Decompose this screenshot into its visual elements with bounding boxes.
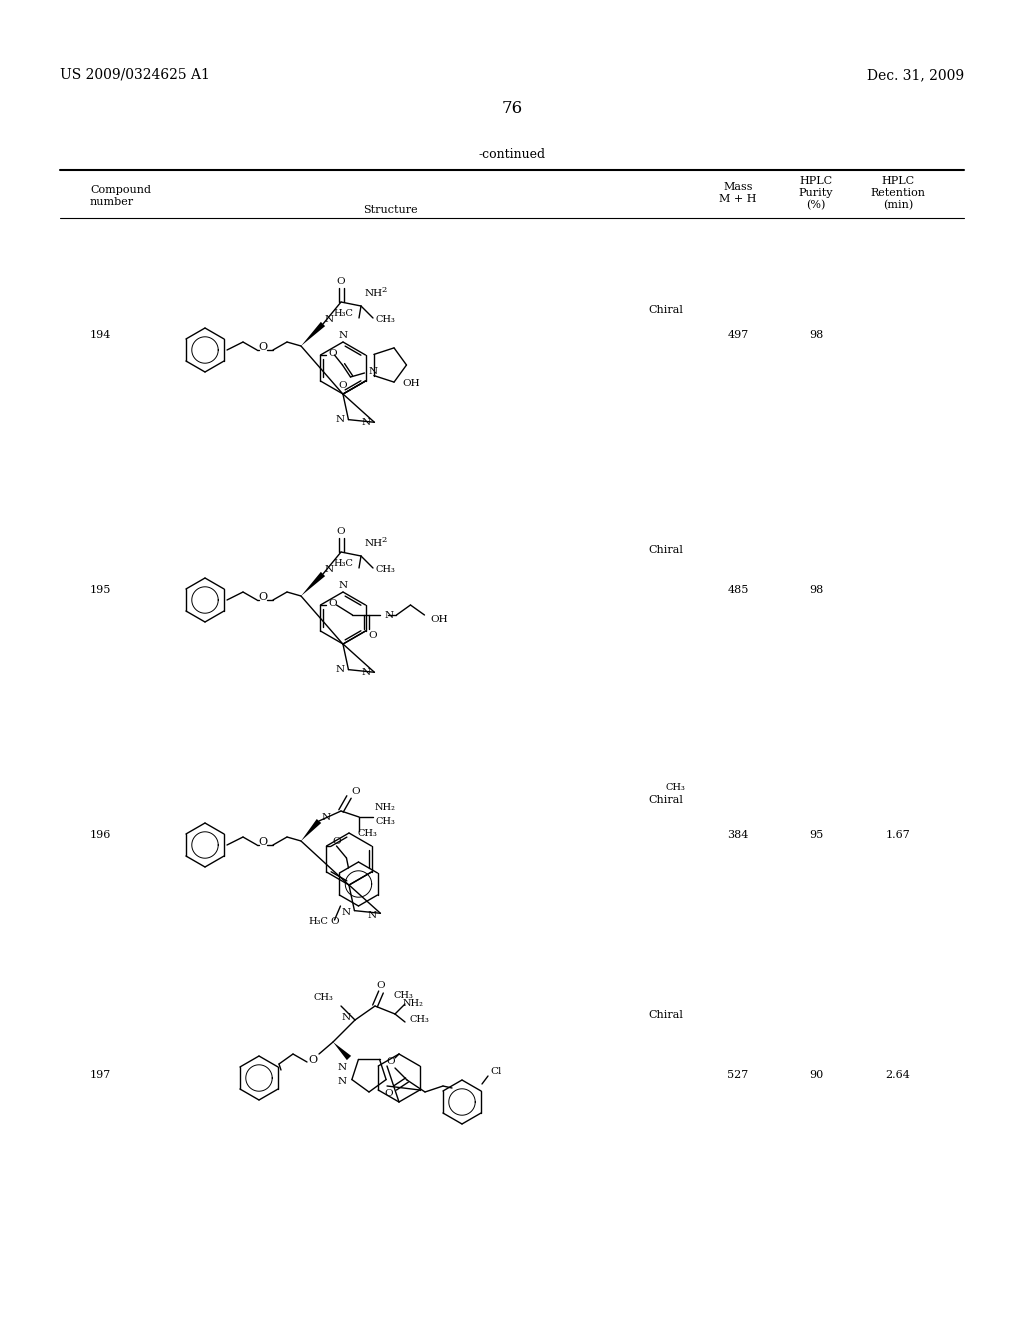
Text: N: N bbox=[335, 665, 344, 675]
Text: 384: 384 bbox=[727, 830, 749, 840]
Text: Chiral: Chiral bbox=[648, 795, 683, 805]
Text: CH₃: CH₃ bbox=[375, 817, 395, 825]
Text: O: O bbox=[385, 1089, 393, 1098]
Text: Chiral: Chiral bbox=[648, 545, 683, 554]
Text: 527: 527 bbox=[727, 1071, 749, 1080]
Text: H₃C: H₃C bbox=[333, 309, 353, 318]
Text: N: N bbox=[335, 414, 344, 424]
Text: OH: OH bbox=[402, 379, 420, 388]
Text: O: O bbox=[258, 342, 267, 352]
Text: Purity: Purity bbox=[799, 187, 834, 198]
Text: O: O bbox=[337, 277, 345, 286]
Text: N: N bbox=[341, 908, 350, 917]
Text: CH₃: CH₃ bbox=[665, 784, 685, 792]
Text: O: O bbox=[337, 528, 345, 536]
Text: Mass: Mass bbox=[723, 182, 753, 191]
Text: Compound: Compound bbox=[90, 185, 151, 195]
Text: O: O bbox=[369, 631, 377, 639]
Text: US 2009/0324625 A1: US 2009/0324625 A1 bbox=[60, 69, 210, 82]
Text: Retention: Retention bbox=[870, 187, 926, 198]
Text: HPLC: HPLC bbox=[882, 176, 914, 186]
Text: N: N bbox=[325, 565, 334, 574]
Text: N: N bbox=[338, 1064, 347, 1072]
Text: Chiral: Chiral bbox=[648, 1010, 683, 1020]
Text: CH₃: CH₃ bbox=[375, 565, 395, 574]
Text: 497: 497 bbox=[727, 330, 749, 341]
Text: 2: 2 bbox=[381, 286, 386, 294]
Text: CH₃: CH₃ bbox=[409, 1015, 429, 1024]
Text: 195: 195 bbox=[90, 585, 112, 595]
Text: 95: 95 bbox=[809, 830, 823, 840]
Text: OH: OH bbox=[430, 615, 449, 623]
Text: Dec. 31, 2009: Dec. 31, 2009 bbox=[867, 69, 964, 82]
Text: O: O bbox=[351, 787, 359, 796]
Text: NH: NH bbox=[365, 540, 383, 549]
Text: O: O bbox=[387, 1057, 395, 1067]
Text: N: N bbox=[339, 582, 347, 590]
Text: 197: 197 bbox=[90, 1071, 112, 1080]
Text: NH: NH bbox=[365, 289, 383, 298]
Text: Structure: Structure bbox=[362, 205, 418, 215]
Text: -continued: -continued bbox=[478, 148, 546, 161]
Text: N: N bbox=[369, 367, 378, 376]
Text: 98: 98 bbox=[809, 585, 823, 595]
Text: CH₃: CH₃ bbox=[313, 994, 333, 1002]
Text: N: N bbox=[361, 668, 371, 677]
Text: 2.64: 2.64 bbox=[886, 1071, 910, 1080]
Text: N: N bbox=[368, 911, 377, 920]
Text: Chiral: Chiral bbox=[648, 305, 683, 315]
Polygon shape bbox=[333, 1041, 351, 1060]
Text: NH₂: NH₂ bbox=[375, 803, 396, 812]
Text: CH₃: CH₃ bbox=[375, 315, 395, 325]
Text: O: O bbox=[329, 598, 337, 607]
Text: 90: 90 bbox=[809, 1071, 823, 1080]
Text: N: N bbox=[339, 331, 347, 341]
Text: 194: 194 bbox=[90, 330, 112, 341]
Text: 196: 196 bbox=[90, 830, 112, 840]
Text: (min): (min) bbox=[883, 201, 913, 210]
Text: O: O bbox=[258, 837, 267, 847]
Text: O: O bbox=[338, 380, 347, 389]
Text: O: O bbox=[333, 837, 341, 846]
Text: O: O bbox=[331, 917, 339, 927]
Text: 1.67: 1.67 bbox=[886, 830, 910, 840]
Text: number: number bbox=[90, 197, 134, 207]
Polygon shape bbox=[301, 322, 326, 346]
Text: N: N bbox=[338, 1077, 347, 1086]
Polygon shape bbox=[301, 818, 322, 841]
Text: CH₃: CH₃ bbox=[357, 829, 377, 837]
Text: CH₃: CH₃ bbox=[393, 991, 413, 1001]
Text: HPLC: HPLC bbox=[800, 176, 833, 186]
Text: O: O bbox=[329, 348, 337, 358]
Text: N: N bbox=[322, 813, 331, 822]
Text: 485: 485 bbox=[727, 585, 749, 595]
Text: O: O bbox=[258, 591, 267, 602]
Text: O: O bbox=[308, 1055, 317, 1065]
Text: N: N bbox=[325, 315, 334, 325]
Text: H₃C: H₃C bbox=[308, 917, 329, 927]
Text: N: N bbox=[342, 1012, 351, 1022]
Text: O: O bbox=[377, 982, 385, 990]
Text: N: N bbox=[384, 610, 393, 619]
Text: (%): (%) bbox=[806, 201, 825, 210]
Polygon shape bbox=[301, 572, 326, 597]
Text: NH₂: NH₂ bbox=[403, 999, 424, 1008]
Text: N: N bbox=[361, 418, 371, 426]
Text: 2: 2 bbox=[381, 536, 386, 544]
Text: 76: 76 bbox=[502, 100, 522, 117]
Text: M + H: M + H bbox=[719, 194, 757, 205]
Text: 98: 98 bbox=[809, 330, 823, 341]
Text: Cl: Cl bbox=[490, 1068, 502, 1077]
Text: H₃C: H₃C bbox=[333, 560, 353, 569]
